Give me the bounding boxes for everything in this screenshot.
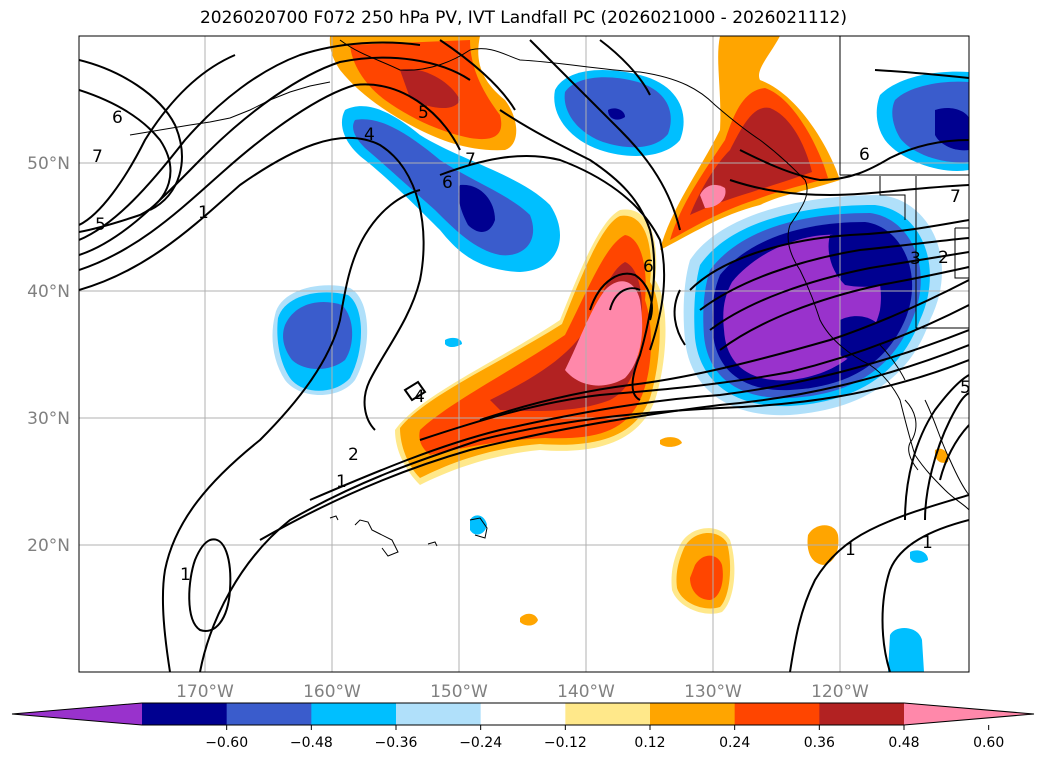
colorbar-tick-label: −0.12 — [544, 735, 587, 751]
pv-label: 7 — [950, 187, 961, 207]
colorbar-segment — [142, 703, 228, 725]
colorbar-tick-label: 0.48 — [888, 735, 919, 751]
pv-contour-labels: 6 7 5 1 4 5 6 7 1 2 1 6 7 3 2 1 1 4 6 5 — [92, 103, 971, 585]
negative-anomaly-west — [272, 285, 368, 395]
negative-anomaly-gulf-alaska — [341, 106, 560, 272]
pv-label: 1 — [198, 203, 209, 223]
positive-anomaly-central — [395, 209, 666, 485]
lon-tick-label: 130°W — [684, 682, 742, 702]
pv-label: 7 — [465, 150, 476, 170]
pv-label: 6 — [859, 145, 870, 165]
colorbar-tick-label: 0.24 — [719, 735, 750, 751]
colorbar-segment — [565, 703, 651, 725]
pv-label: 7 — [92, 147, 103, 167]
small-anomaly-blobs — [445, 337, 949, 672]
lon-tick-label: 120°W — [811, 682, 869, 702]
pv-label: 6 — [442, 173, 453, 193]
pv-label: 1 — [922, 533, 933, 553]
pv-contours — [79, 39, 969, 672]
lon-tick-label: 160°W — [303, 682, 361, 702]
colorbar-segment — [311, 703, 397, 725]
figure-title: 2026020700 F072 250 hPa PV, IVT Landfall… — [199, 8, 847, 28]
negative-anomaly-northeast-corner — [876, 71, 969, 171]
longitude-tick-labels: 170°W 160°W 150°W 140°W 130°W 120°W — [176, 682, 869, 702]
pv-label: 1 — [336, 472, 347, 492]
pv-label: 5 — [960, 378, 971, 398]
pv-label: 6 — [643, 257, 654, 277]
pv-label: 1 — [845, 540, 856, 560]
pv-label: 6 — [112, 108, 123, 128]
colorbar-extend-low — [12, 703, 142, 725]
colorbar-segment — [396, 703, 482, 725]
lat-tick-label: 30°N — [27, 409, 70, 429]
lat-tick-label: 50°N — [27, 154, 70, 174]
colorbar-extend-high — [904, 703, 1034, 725]
colorbar-segment — [480, 703, 566, 725]
pv-label: 4 — [414, 387, 425, 407]
pv-label: 2 — [938, 248, 949, 268]
colorbar-tick-label: −0.48 — [290, 735, 333, 751]
pv-label: 5 — [95, 215, 106, 235]
colorbar-tick-label: 0.36 — [804, 735, 835, 751]
lon-tick-label: 150°W — [430, 682, 488, 702]
gridlines — [79, 36, 969, 672]
map-frame — [78, 35, 970, 673]
colorbar-outline — [11, 702, 1035, 726]
colorbar-segment — [650, 703, 736, 725]
pv-label: 2 — [348, 445, 359, 465]
positive-anomaly-northeast — [660, 36, 840, 250]
colorbar-tick-label: −0.24 — [459, 735, 502, 751]
colorbar-tick-label: 0.60 — [973, 735, 1004, 751]
pv-label: 5 — [418, 103, 429, 123]
colorbar-segment — [734, 703, 820, 725]
coastlines — [129, 36, 969, 557]
colorbar-segment — [226, 703, 312, 725]
colorbar-segment — [819, 703, 905, 725]
latitude-tick-labels: 50°N 40°N 30°N 20°N — [27, 154, 70, 556]
pv-label: 4 — [364, 125, 375, 145]
lat-tick-label: 20°N — [27, 536, 70, 556]
pv-label: 3 — [910, 249, 921, 269]
colorbar: −0.60 −0.48 −0.36 −0.24 −0.12 0.12 0.24 0.36 0.4… — [11, 702, 1035, 751]
lon-tick-label: 140°W — [557, 682, 615, 702]
colorbar-tick-label: −0.60 — [205, 735, 248, 751]
lat-tick-label: 40°N — [27, 282, 70, 302]
colorbar-tick-label: 0.12 — [634, 735, 665, 751]
pv-label: 1 — [180, 565, 191, 585]
lon-tick-label: 170°W — [176, 682, 234, 702]
negative-anomaly-north-central — [554, 70, 684, 156]
colorbar-tick-label: −0.36 — [375, 735, 418, 751]
